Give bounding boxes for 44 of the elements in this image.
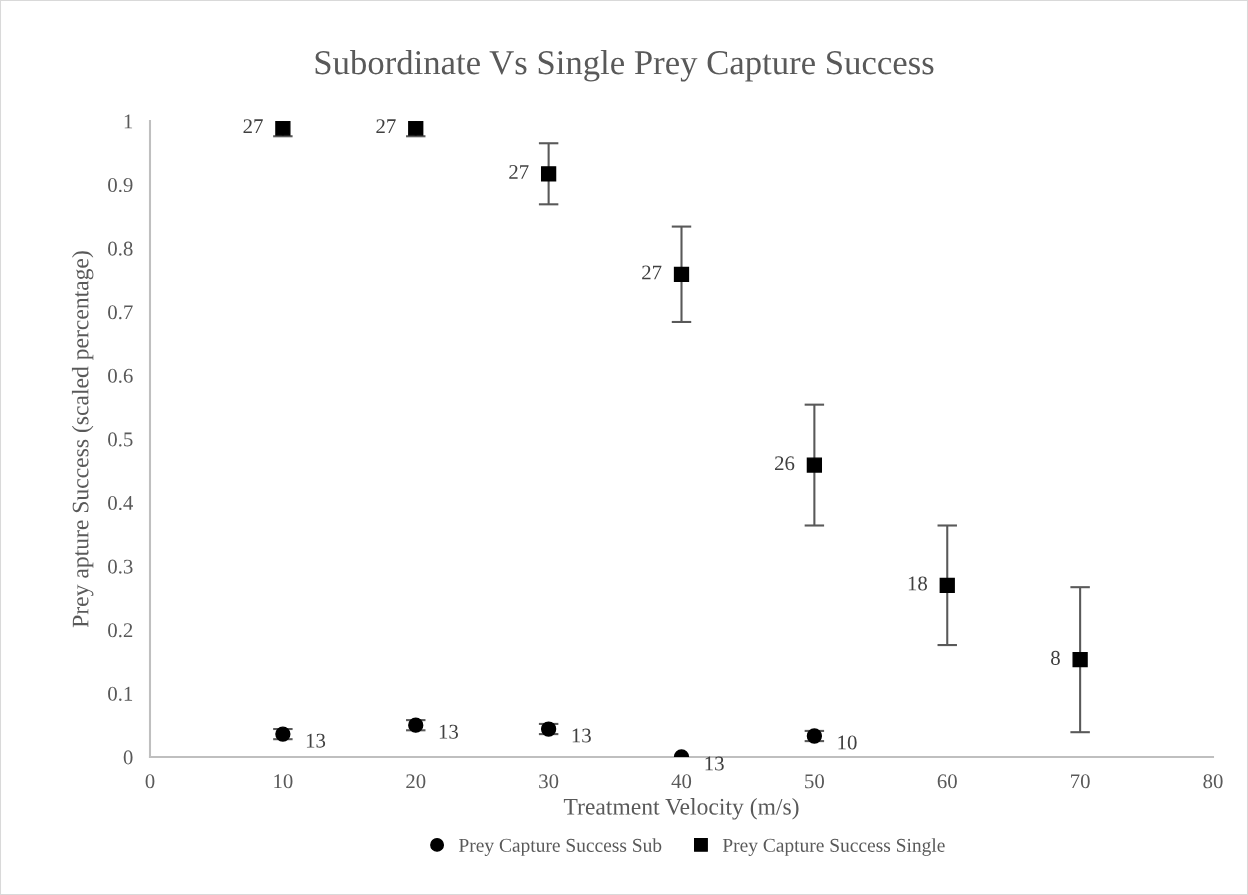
legend-label: Prey Capture Success Single — [722, 838, 945, 856]
x-tick-label: 10 — [274, 774, 293, 789]
annotation: 13 — [572, 728, 591, 743]
point — [408, 121, 424, 136]
annotation: 27 — [243, 119, 263, 134]
x-tick-label: 50 — [805, 774, 824, 789]
point — [673, 266, 690, 282]
y-tick-label: 0.7 — [108, 305, 133, 320]
annotation: 27 — [509, 165, 529, 179]
y-tick-label: 0.8 — [108, 241, 133, 256]
y-tick-label: 0.1 — [108, 686, 133, 701]
annotation: 13 — [705, 756, 724, 771]
annotation: 13 — [439, 724, 458, 739]
chart-title: Subordinate Vs Single Prey Capture Success — [315, 50, 934, 82]
y-tick-label: 0.9 — [108, 177, 133, 193]
x-tick-label: 60 — [937, 774, 957, 789]
y-tick-label: 0 — [123, 750, 133, 765]
annotation: 27 — [376, 119, 396, 134]
y-tick-label: 0.3 — [108, 559, 133, 574]
x-tick-label: 20 — [406, 774, 426, 789]
x-axis-title: Treatment Velocity (m/s) — [563, 798, 799, 820]
annotation: 13 — [306, 733, 326, 748]
y-axis-title: Prey apture Success (scaled percentage) — [71, 251, 94, 628]
annotation: 26 — [775, 456, 795, 471]
annotation: 18 — [908, 576, 928, 591]
point — [408, 717, 424, 733]
y-tick-label: 0.2 — [108, 623, 133, 638]
x-tick-label: 80 — [1203, 774, 1223, 789]
legend-label: Prey Capture Success Sub — [459, 838, 662, 856]
x-tick-label: 40 — [671, 774, 692, 789]
point — [939, 577, 955, 593]
point — [540, 166, 557, 182]
point — [1072, 652, 1088, 668]
annotation: 27 — [642, 265, 662, 280]
y-tick-label: 0.5 — [108, 432, 133, 447]
annotation: 10 — [838, 735, 857, 750]
x-tick-label: 30 — [539, 774, 559, 789]
y-tick-label: 0.6 — [108, 368, 133, 383]
y-tick-label: 0.4 — [108, 495, 134, 511]
x-tick-label: 70 — [1071, 774, 1090, 789]
x-tick-label: 0 — [145, 774, 155, 789]
point — [806, 457, 823, 473]
annotation: 8 — [1051, 650, 1060, 665]
y-tick-label: 1 — [124, 114, 133, 129]
